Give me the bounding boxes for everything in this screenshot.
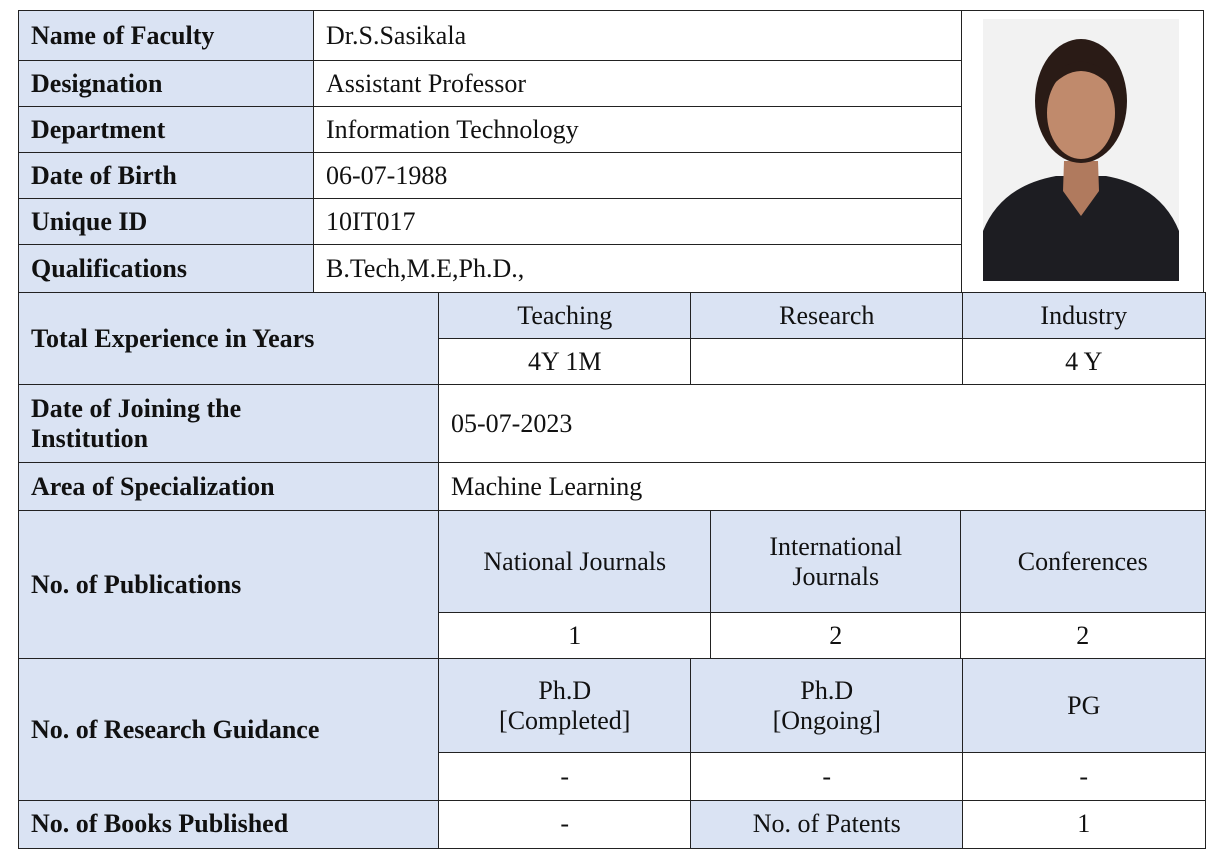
column-value: -	[690, 752, 964, 802]
column-header: Industry	[962, 292, 1206, 340]
column-value: 2	[960, 612, 1206, 660]
column-value: -	[962, 752, 1206, 802]
column-header: No. of Patents	[690, 800, 964, 849]
column-header: PG	[962, 658, 1206, 754]
column-header: International Journals	[710, 510, 962, 614]
photo-fringe	[1047, 61, 1115, 91]
field-value: Dr.S.Sasikala	[313, 10, 962, 62]
column-value: -	[438, 752, 692, 802]
section-label: Area of Specialization	[18, 462, 440, 512]
section-label: No. of Books Published	[18, 800, 440, 849]
field-label: Designation	[18, 60, 315, 108]
column-header: Ph.D [Completed]	[438, 658, 692, 754]
field-label: Date of Birth	[18, 152, 315, 200]
column-header: Teaching	[438, 292, 692, 340]
field-value: B.Tech,M.E,Ph.D.,	[313, 244, 962, 294]
faculty-photo	[960, 10, 1204, 292]
field-value: 10IT017	[313, 198, 962, 246]
field-label: Unique ID	[18, 198, 315, 246]
field-value: Information Technology	[313, 106, 962, 154]
column-value: 2	[710, 612, 962, 660]
photo-face	[1047, 67, 1115, 159]
field-value: Assistant Professor	[313, 60, 962, 108]
column-value: 4Y 1M	[438, 338, 692, 386]
column-header: Research	[690, 292, 964, 340]
section-label: No. of Research Guidance	[18, 658, 440, 802]
section-value: 05-07-2023	[438, 384, 1206, 464]
photo-illustration	[983, 19, 1179, 281]
section-value: -	[438, 800, 692, 849]
field-value: 06-07-1988	[313, 152, 962, 200]
column-header: Conferences	[960, 510, 1206, 614]
column-value: 4 Y	[962, 338, 1206, 386]
column-header: Ph.D [Ongoing]	[690, 658, 964, 754]
section-label: Date of Joining the Institution	[18, 384, 440, 464]
photo-suit	[983, 176, 1179, 281]
photo-neck	[1063, 161, 1099, 216]
section-value: 1	[962, 800, 1206, 849]
column-header: National Journals	[438, 510, 712, 614]
column-value	[690, 338, 964, 386]
section-label: Total Experience in Years	[18, 292, 440, 386]
section-label: No. of Publications	[18, 510, 440, 660]
field-label: Department	[18, 106, 315, 154]
field-label: Name of Faculty	[18, 10, 315, 62]
section-value: Machine Learning	[438, 462, 1206, 512]
field-label: Qualifications	[18, 244, 315, 294]
column-value: 1	[438, 612, 712, 660]
